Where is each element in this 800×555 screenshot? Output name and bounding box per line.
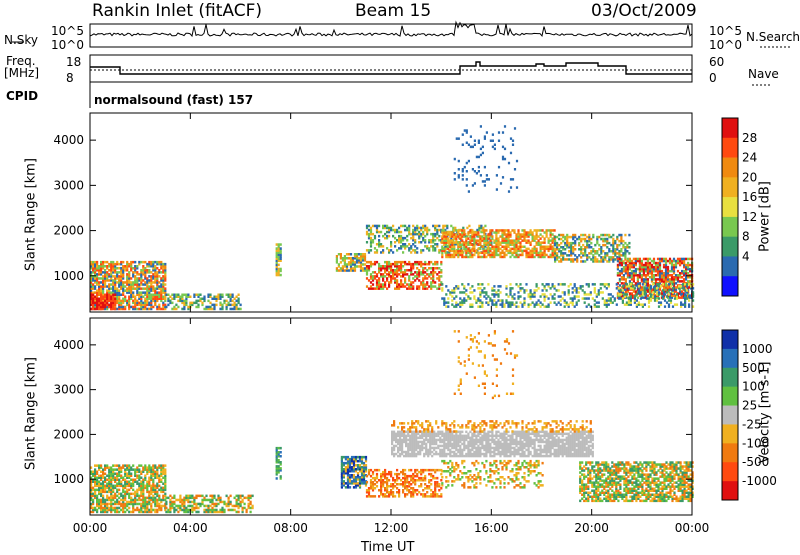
x-tick-label: 12:00 [374,521,409,535]
velocity-blob-mid [366,469,443,498]
velocity-blob-afternoon [441,460,544,489]
velocity-colorbar-swatch [722,406,738,425]
power-blob-0730 [276,243,282,276]
power-colorbar-swatch [722,197,738,217]
velocity-blob-1030 [341,456,367,489]
power-colorbar-swatch [722,158,738,178]
nsky-strip-frame [90,24,692,47]
x-tick-label: 00:00 [73,521,108,535]
velocity-colorbar-swatch [722,424,738,443]
velocity-blob-grey [391,431,594,458]
power-colorbar-swatch [722,217,738,237]
y-tick-label: 4000 [53,338,84,352]
y-tick-label: 3000 [53,178,84,192]
y-tick-label: 1000 [53,472,84,486]
power-blob-afternoon [441,229,556,258]
power-colorbar-tick: 20 [742,170,757,184]
power-blob-1030 [336,253,366,272]
velocity-blob-night [579,461,694,502]
power-blob-far [454,125,518,193]
velocity-colorbar-swatch [722,349,738,368]
x-tick-label: 04:00 [173,521,208,535]
freq-trace [90,62,692,74]
power-colorbar-tick: 24 [742,151,757,165]
power-colorbar-tick: 28 [742,131,757,145]
velocity-colorbar-swatch [722,443,738,462]
power-colorbar-label: Power [dB] [759,172,772,262]
power-blob-low [165,294,241,311]
velocity-blob-0730 [276,447,282,480]
power-colorbar-tick: 12 [742,210,757,224]
power-colorbar-swatch [722,237,738,257]
power-blob-night [617,258,693,299]
y-tick-label: 2000 [53,224,84,238]
velocity-colorbar-tick: -1000 [742,474,777,488]
power-colorbar-tick: 8 [742,230,750,244]
power-ylabel: Slant Range [km] [25,150,38,280]
y-tick-label: 3000 [53,383,84,397]
power-colorbar-swatch [722,276,738,296]
velocity-colorbar-label: Velocity [m s-1] [759,353,772,473]
x-tick-label: 20:00 [574,521,609,535]
velocity-colorbar-swatch [722,481,738,500]
power-colorbar-swatch [722,177,738,197]
velocity-colorbar-swatch [722,462,738,481]
x-tick-label: 00:00 [675,521,710,535]
velocity-blob-morning [90,464,166,513]
velocity-blob-low [165,495,253,514]
y-tick-label: 4000 [53,133,84,147]
velocity-colorbar-swatch [722,368,738,387]
freq-strip-frame [90,55,692,82]
power-colorbar-swatch [722,118,738,138]
power-colorbar-swatch [722,138,738,158]
velocity-blob-far [454,330,518,399]
power-blob-mid [366,261,443,290]
power-colorbar-swatch [722,256,738,276]
velocity-colorbar-tick: 25 [742,399,757,413]
x-tick-label: 16:00 [474,521,509,535]
power-colorbar-tick: 4 [742,249,750,263]
velocity-ylabel: Slant Range [km] [25,349,38,479]
power-colorbar-tick: 16 [742,190,757,204]
x-tick-label: 08:00 [273,521,308,535]
velocity-colorbar-swatch [722,330,738,349]
x-axis-title: Time UT [361,541,414,554]
y-tick-label: 1000 [53,269,84,283]
y-tick-label: 2000 [53,427,84,441]
velocity-colorbar-swatch [722,387,738,406]
